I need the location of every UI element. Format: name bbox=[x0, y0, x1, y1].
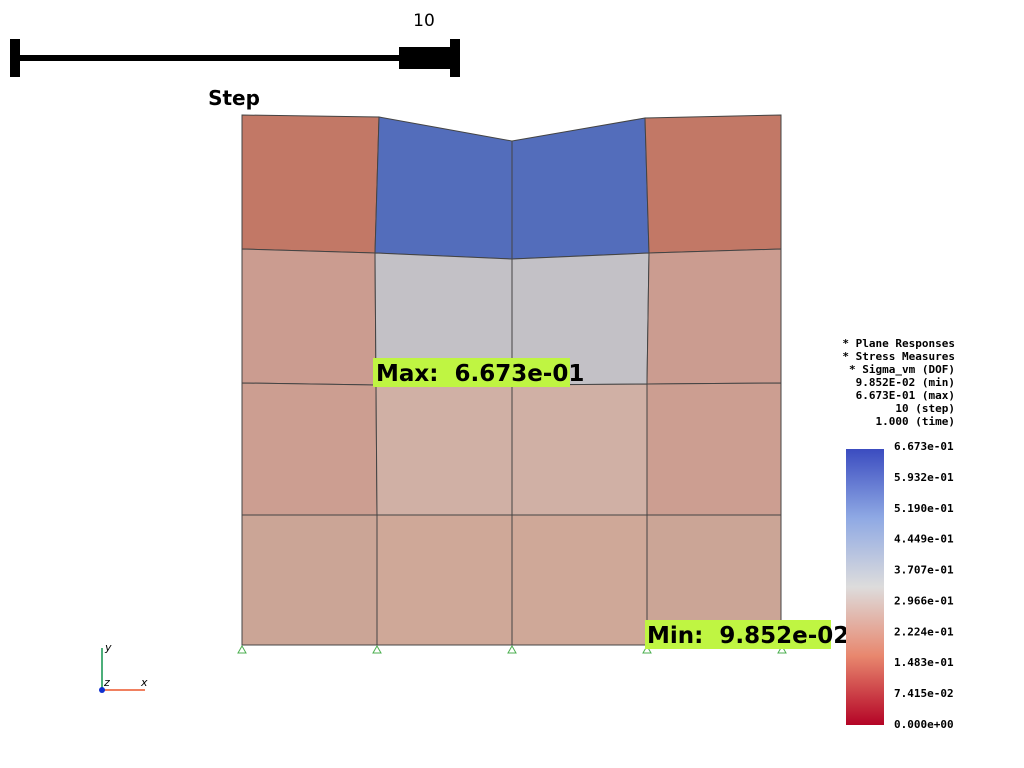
y-label: y bbox=[104, 641, 112, 654]
max-label-bg bbox=[373, 358, 570, 387]
element bbox=[644, 114, 782, 254]
z-label: z bbox=[103, 676, 110, 689]
colorbar-label: 4.449e-01 bbox=[894, 533, 954, 546]
element bbox=[646, 248, 782, 385]
colorbar-label: 2.966e-01 bbox=[894, 594, 954, 607]
info-line: 10 (step) bbox=[895, 402, 955, 415]
step-slider[interactable] bbox=[10, 39, 460, 77]
element bbox=[511, 383, 648, 516]
support bbox=[507, 644, 517, 654]
colorbar-label: 2.224e-01 bbox=[894, 625, 954, 638]
max-label: Max: 6.673e-01 bbox=[376, 361, 584, 387]
supports bbox=[237, 644, 787, 654]
colorbar-label: 1.483e-01 bbox=[894, 656, 954, 669]
info-line: 9.852E-02 (min) bbox=[856, 376, 955, 389]
mesh bbox=[241, 114, 782, 646]
info-line: * Sigma_vm (DOF) bbox=[849, 363, 955, 376]
support bbox=[237, 644, 247, 654]
z-axis bbox=[99, 687, 105, 693]
slider-knob[interactable] bbox=[399, 47, 452, 69]
element bbox=[374, 116, 513, 260]
element bbox=[511, 514, 648, 646]
colorbar-label: 7.415e-02 bbox=[894, 687, 954, 700]
info-line: * Plane Responses bbox=[842, 337, 955, 350]
colorbar-label: 0.000e+00 bbox=[894, 718, 954, 731]
element bbox=[241, 114, 380, 254]
info-line: 1.000 (time) bbox=[876, 415, 955, 428]
x-label: x bbox=[140, 676, 148, 689]
element bbox=[241, 248, 377, 386]
slider-value: 10 bbox=[413, 11, 435, 31]
info-line: 6.673E-01 (max) bbox=[856, 389, 955, 402]
info-line: * Stress Measures bbox=[842, 350, 955, 363]
min-label-bg bbox=[645, 620, 831, 649]
element bbox=[375, 384, 513, 516]
colorbar-label: 5.932e-01 bbox=[894, 471, 954, 484]
slider-title: Step bbox=[208, 86, 260, 110]
slider-cap bbox=[10, 39, 20, 77]
info-text: * Plane Responses* Stress Measures* Sigm… bbox=[842, 337, 955, 428]
element bbox=[646, 382, 782, 516]
colorbar-labels: 6.673e-01 5.932e-01 5.190e-01 4.449e-01 3.70… bbox=[894, 440, 954, 731]
colorbar-label: 3.707e-01 bbox=[894, 564, 954, 577]
element bbox=[511, 117, 650, 260]
min-label: Min: 9.852e-02 bbox=[647, 623, 849, 649]
support bbox=[372, 644, 382, 654]
slider-cap bbox=[450, 39, 460, 77]
element bbox=[241, 514, 378, 646]
colorbar-label: 6.673e-01 bbox=[894, 440, 954, 453]
orientation-axes: y x z bbox=[99, 641, 148, 693]
support bbox=[642, 644, 652, 654]
element bbox=[376, 514, 513, 646]
element bbox=[241, 382, 378, 516]
support bbox=[777, 644, 787, 654]
colorbar bbox=[846, 449, 884, 725]
colorbar-label: 5.190e-01 bbox=[894, 502, 954, 515]
